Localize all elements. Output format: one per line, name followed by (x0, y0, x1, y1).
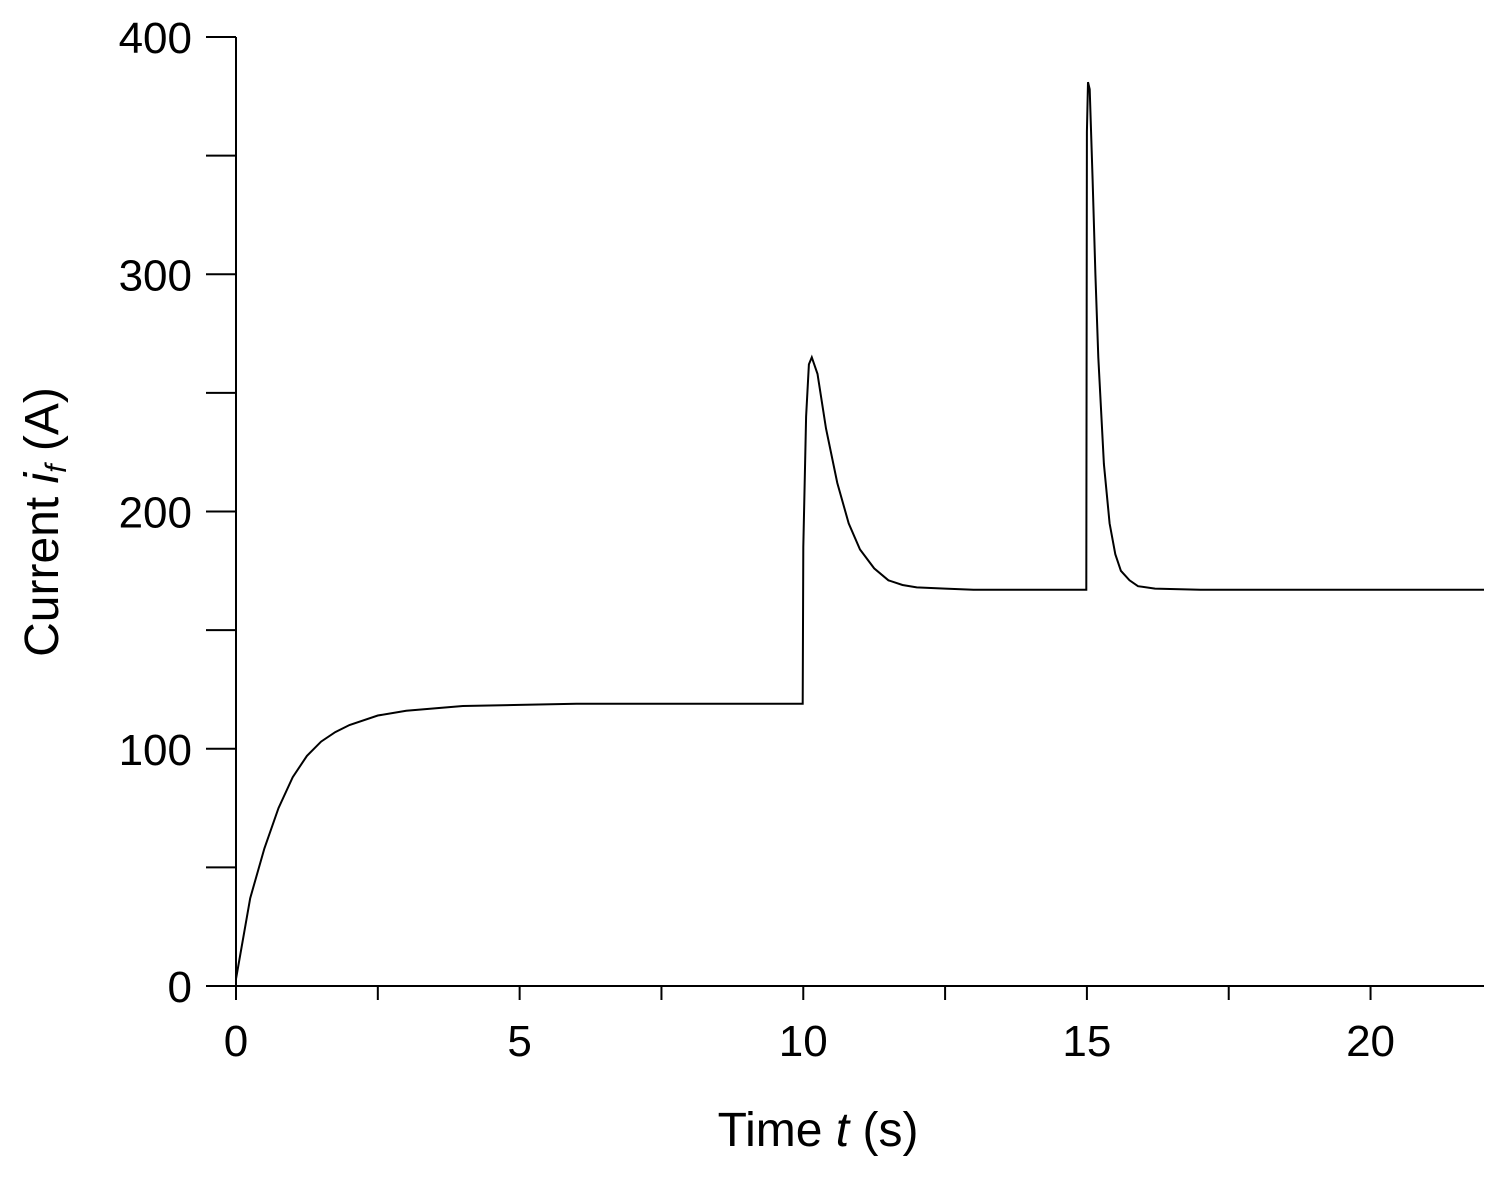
y-tick-label: 400 (119, 14, 192, 63)
x-tick-label: 0 (224, 1017, 248, 1066)
y-tick-label: 200 (119, 489, 192, 538)
x-tick-label: 20 (1346, 1017, 1395, 1066)
series-group (235, 81, 1484, 980)
x-tick-label: 5 (507, 1017, 531, 1066)
series-line (235, 81, 1484, 980)
x-axis: 0 5 10 15 20 (224, 985, 1484, 1066)
y-axis-title: Current if (A) (16, 387, 73, 657)
x-tick-label: 10 (779, 1017, 828, 1066)
y-tick-label: 0 (168, 963, 192, 1012)
y-tick-label: 300 (119, 251, 192, 300)
y-axis: 0 100 200 300 400 (119, 14, 237, 1012)
x-axis-title: Time t (s) (718, 1104, 919, 1157)
x-tick-label: 15 (1062, 1017, 1111, 1066)
y-tick-label: 100 (119, 726, 192, 775)
